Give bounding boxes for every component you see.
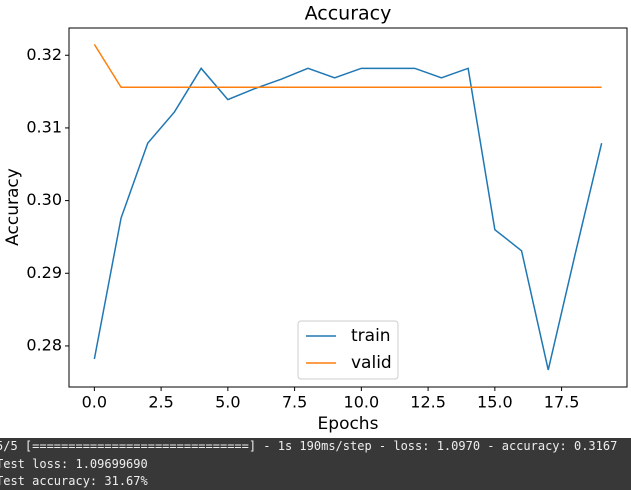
x-tick-label: 5.0 bbox=[215, 393, 240, 412]
series-line bbox=[93, 67, 603, 371]
series-line bbox=[93, 43, 602, 88]
x-tick-label: 15.0 bbox=[477, 393, 513, 412]
x-tick-label: 12.5 bbox=[410, 393, 446, 412]
plot-frame bbox=[68, 27, 628, 388]
chart: Accuracy Epochs Accuracy 0.0 2.5 5.0 7.5 10.… bbox=[3, 3, 628, 434]
console-line: 5/5 [==============================] - 1… bbox=[0, 439, 618, 453]
x-tick-label: 7.5 bbox=[282, 393, 307, 412]
console: 5/5 [==============================] - 1… bbox=[0, 438, 631, 490]
x-tick-label: 2.5 bbox=[148, 393, 173, 412]
y-axis-label: Accuracy bbox=[3, 168, 23, 246]
y-tick-label: 0.28 bbox=[26, 335, 62, 354]
x-tick-label: 0.0 bbox=[82, 393, 107, 412]
x-axis-label: Epochs bbox=[318, 414, 379, 434]
legend-label: valid bbox=[351, 353, 392, 373]
legend-label: train bbox=[351, 326, 391, 346]
x-tick-label: 10.0 bbox=[344, 393, 380, 412]
console-line: Test loss: 1.09699690 bbox=[0, 456, 148, 471]
y-tick-label: 0.32 bbox=[26, 45, 62, 64]
y-tick-label: 0.30 bbox=[26, 190, 62, 209]
y-tick-label: 0.31 bbox=[26, 117, 62, 136]
chart-title: Accuracy bbox=[305, 3, 392, 25]
legend: train valid bbox=[297, 320, 399, 380]
y-tick-label: 0.29 bbox=[26, 263, 62, 282]
x-tick-label: 17.5 bbox=[544, 393, 580, 412]
console-line: Test accuracy: 31.67% bbox=[0, 474, 148, 488]
